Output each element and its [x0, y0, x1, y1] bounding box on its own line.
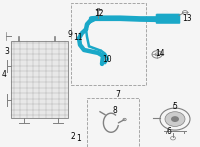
Bar [71, 3, 146, 85]
Text: 2: 2 [71, 132, 75, 141]
Text: 6: 6 [167, 127, 171, 136]
Bar [87, 98, 139, 147]
Text: 5: 5 [173, 102, 177, 111]
Circle shape [165, 112, 185, 126]
Text: 13: 13 [182, 14, 192, 23]
Text: 1: 1 [77, 134, 81, 143]
Text: 14: 14 [155, 49, 165, 58]
FancyBboxPatch shape [156, 14, 180, 24]
Text: 8: 8 [113, 106, 117, 116]
Text: 9: 9 [68, 30, 72, 39]
Bar [97, 8, 100, 10]
Text: 10: 10 [102, 55, 112, 64]
Text: 11: 11 [73, 33, 83, 42]
Text: 4: 4 [2, 70, 6, 80]
Text: 7: 7 [116, 90, 120, 99]
Bar [11, 41, 68, 118]
Text: 12: 12 [94, 9, 104, 19]
Circle shape [171, 116, 179, 122]
Text: 3: 3 [5, 47, 9, 56]
